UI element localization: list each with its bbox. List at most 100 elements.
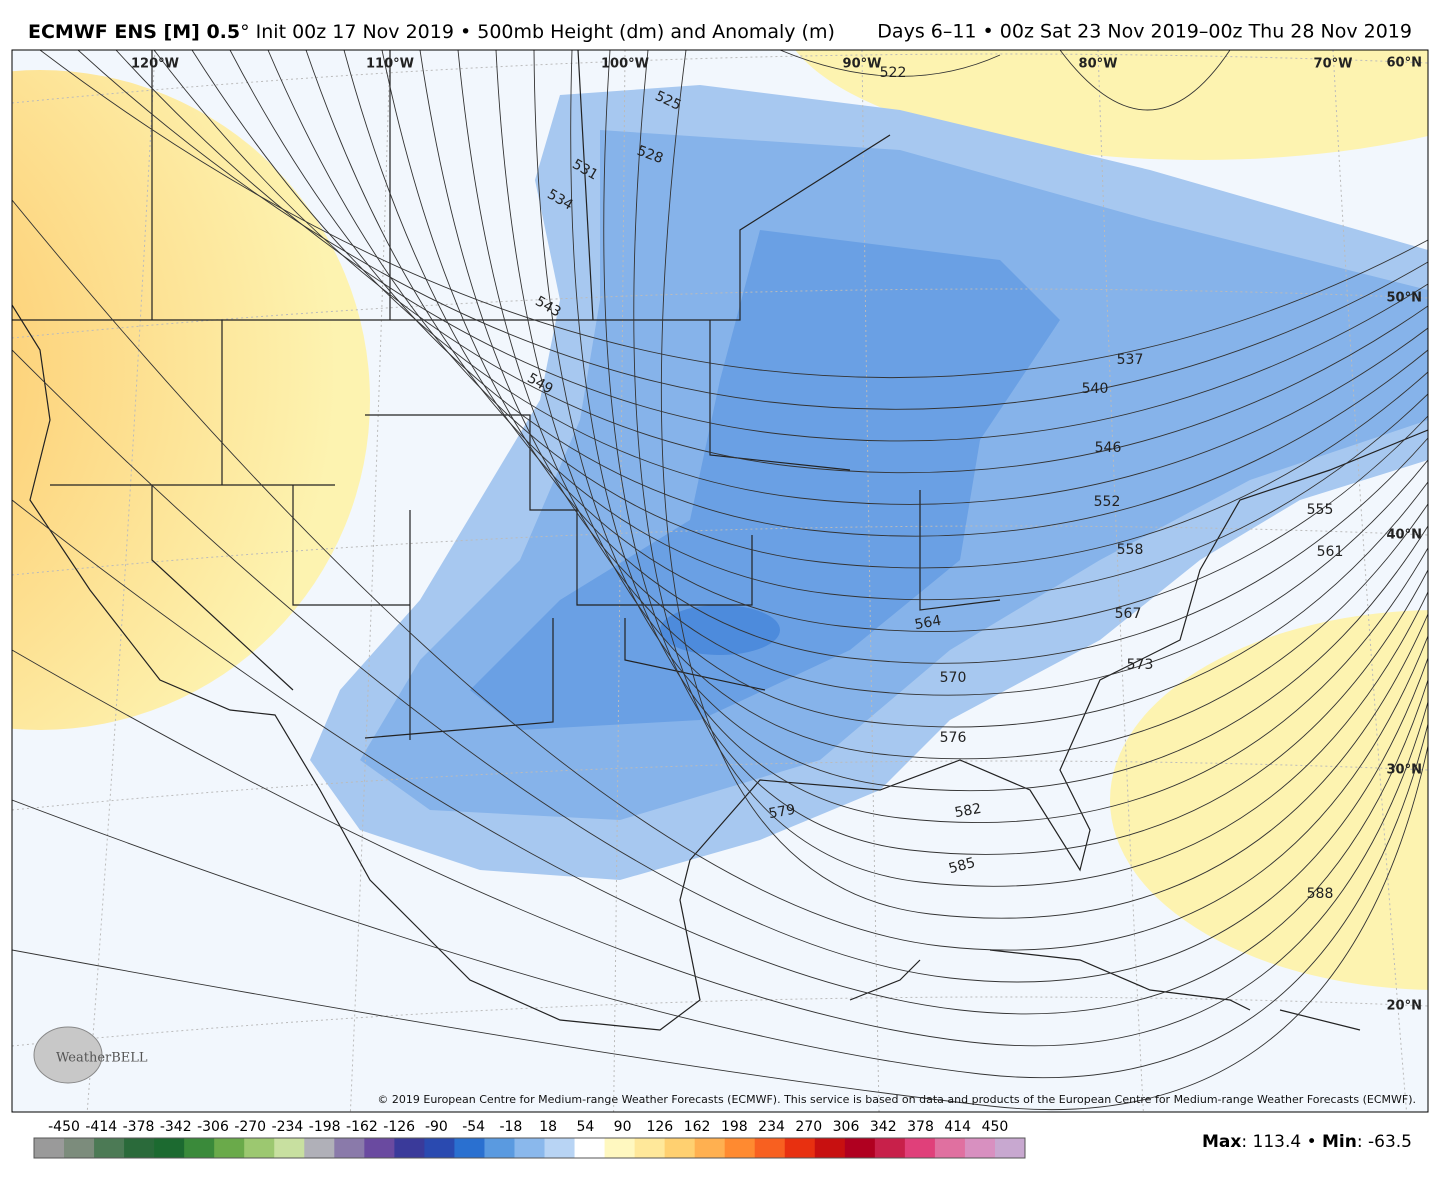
parallel: [12, 525, 1428, 576]
height-contour: [779, 50, 1231, 111]
colorbar-swatch: [634, 1138, 666, 1158]
colorbar-swatch: [484, 1138, 515, 1158]
logo: WeatherBELL: [56, 1051, 148, 1066]
height-contour: [633, 50, 1428, 887]
height-contour: [305, 50, 1428, 601]
colorbar-swatch: [34, 1138, 65, 1158]
height-contour: [12, 723, 1428, 1079]
coastline: [12, 304, 1428, 1031]
height-contour: [115, 50, 1428, 442]
height-contour: [12, 745, 1428, 1110]
colorbar-swatch: [724, 1138, 756, 1158]
meridian: [86, 50, 156, 1112]
colorbar-swatch: [184, 1138, 215, 1158]
colorbar-swatch: [424, 1138, 455, 1158]
height-contour: [343, 50, 1428, 632]
contour-label: 552: [1094, 494, 1121, 510]
colorbar-swatch: [664, 1138, 696, 1158]
colorbar-tick-label: 162: [684, 1119, 711, 1135]
height-contour: [191, 50, 1428, 505]
colorbar-tick-label: -90: [425, 1119, 448, 1135]
latitude-label: 40°N: [1387, 528, 1422, 543]
warm-anomaly: [795, 50, 1428, 160]
copyright: © 2019 European Centre for Medium-range …: [377, 1093, 1416, 1106]
longitude-label: 90°W: [843, 57, 882, 72]
colorbar-tick-label: 450: [982, 1119, 1009, 1135]
colorbar-tick-label: -54: [462, 1119, 485, 1135]
contour-label: 582: [953, 801, 982, 821]
state-lines: [12, 50, 1001, 740]
longitude-label: 80°W: [1079, 57, 1118, 72]
warm-anomaly: [1110, 610, 1428, 990]
colorbar-swatch: [154, 1138, 185, 1158]
colorbar-swatch: [274, 1138, 305, 1158]
title: ECMWF ENS [M] 0.5° Init 00z 17 Nov 2019 …: [28, 21, 835, 43]
height-contour: [381, 50, 1428, 664]
contour-label: 546: [1095, 440, 1122, 456]
height-contour: [229, 50, 1428, 537]
title-bold: ECMWF ENS [M] 0.5: [28, 21, 240, 43]
colorbar-tick-label: 234: [758, 1119, 785, 1135]
colorbar-swatch: [364, 1138, 395, 1158]
colorbar-swatch: [814, 1138, 846, 1158]
colorbar-tick-label: 306: [833, 1119, 860, 1135]
height-contour: [495, 50, 1428, 760]
height-contour: [603, 50, 1428, 855]
height-contour: [570, 50, 1428, 824]
contour-label: 567: [1115, 606, 1142, 622]
borders: [12, 50, 1428, 1031]
contour-label: 537: [1117, 352, 1144, 368]
height-contour: [660, 50, 1428, 919]
height-contour: [77, 50, 1428, 410]
meridian: [861, 50, 880, 1112]
contour-label: 555: [1307, 502, 1334, 518]
cold-anomaly: [660, 605, 780, 655]
colorbar-swatch: [694, 1138, 726, 1158]
caribbean-coast: [849, 949, 1361, 1031]
colorbar-tick-label: 126: [646, 1119, 673, 1135]
contour-label: 588: [1307, 886, 1334, 902]
stat-value: : -63.5: [1357, 1132, 1412, 1152]
contour-label: 540: [1082, 381, 1109, 397]
meridian: [1332, 50, 1408, 1112]
contour-label: 576: [940, 730, 967, 746]
colorbar-swatch: [934, 1138, 966, 1158]
colorbar-tick-label: -378: [123, 1119, 155, 1135]
colorbar-swatch: [334, 1138, 365, 1158]
parallel: [12, 288, 1428, 339]
colorbar-swatch: [964, 1138, 996, 1158]
height-contour: [39, 50, 1428, 379]
latitude-label: 20°N: [1387, 999, 1422, 1014]
contour-label: 561: [1317, 544, 1344, 560]
latitude-label: 60°N: [1387, 56, 1422, 71]
longitude-label: 100°W: [601, 57, 649, 72]
colorbar-swatch: [784, 1138, 816, 1158]
height-contour: [12, 649, 1428, 1047]
colorbar-swatch: [64, 1138, 95, 1158]
colorbar-tick-label: -414: [85, 1119, 117, 1135]
colorbar-swatch: [574, 1138, 606, 1158]
longitude-label: 70°W: [1314, 57, 1353, 72]
contour-label: 585: [947, 855, 977, 877]
longitude-label: 120°W: [131, 57, 179, 72]
colorbar-swatch: [904, 1138, 936, 1158]
colorbar-swatch: [304, 1138, 335, 1158]
height-contour: [267, 50, 1428, 569]
colorbar-tick-label: -270: [234, 1119, 266, 1135]
colorbar-tick-label: -162: [346, 1119, 378, 1135]
colorbar-swatch: [244, 1138, 275, 1158]
contour-label: 564: [913, 613, 942, 633]
contour-label: 573: [1127, 657, 1154, 673]
height-contour: [153, 50, 1428, 474]
stat-label: Min: [1322, 1132, 1357, 1152]
colorbar-swatch: [874, 1138, 906, 1158]
colorbar-tick-label: -126: [383, 1119, 415, 1135]
colorbar-tick-label: -450: [48, 1119, 80, 1135]
longitude-label: 110°W: [366, 57, 414, 72]
colorbar-tick-label: -234: [272, 1119, 304, 1135]
colorbar-tick-label: 342: [870, 1119, 897, 1135]
warm-anomaly: [12, 70, 370, 730]
title-rest: ° Init 00z 17 Nov 2019 • 500mb Height (d…: [240, 21, 835, 43]
colorbar-tick-label: 270: [795, 1119, 822, 1135]
